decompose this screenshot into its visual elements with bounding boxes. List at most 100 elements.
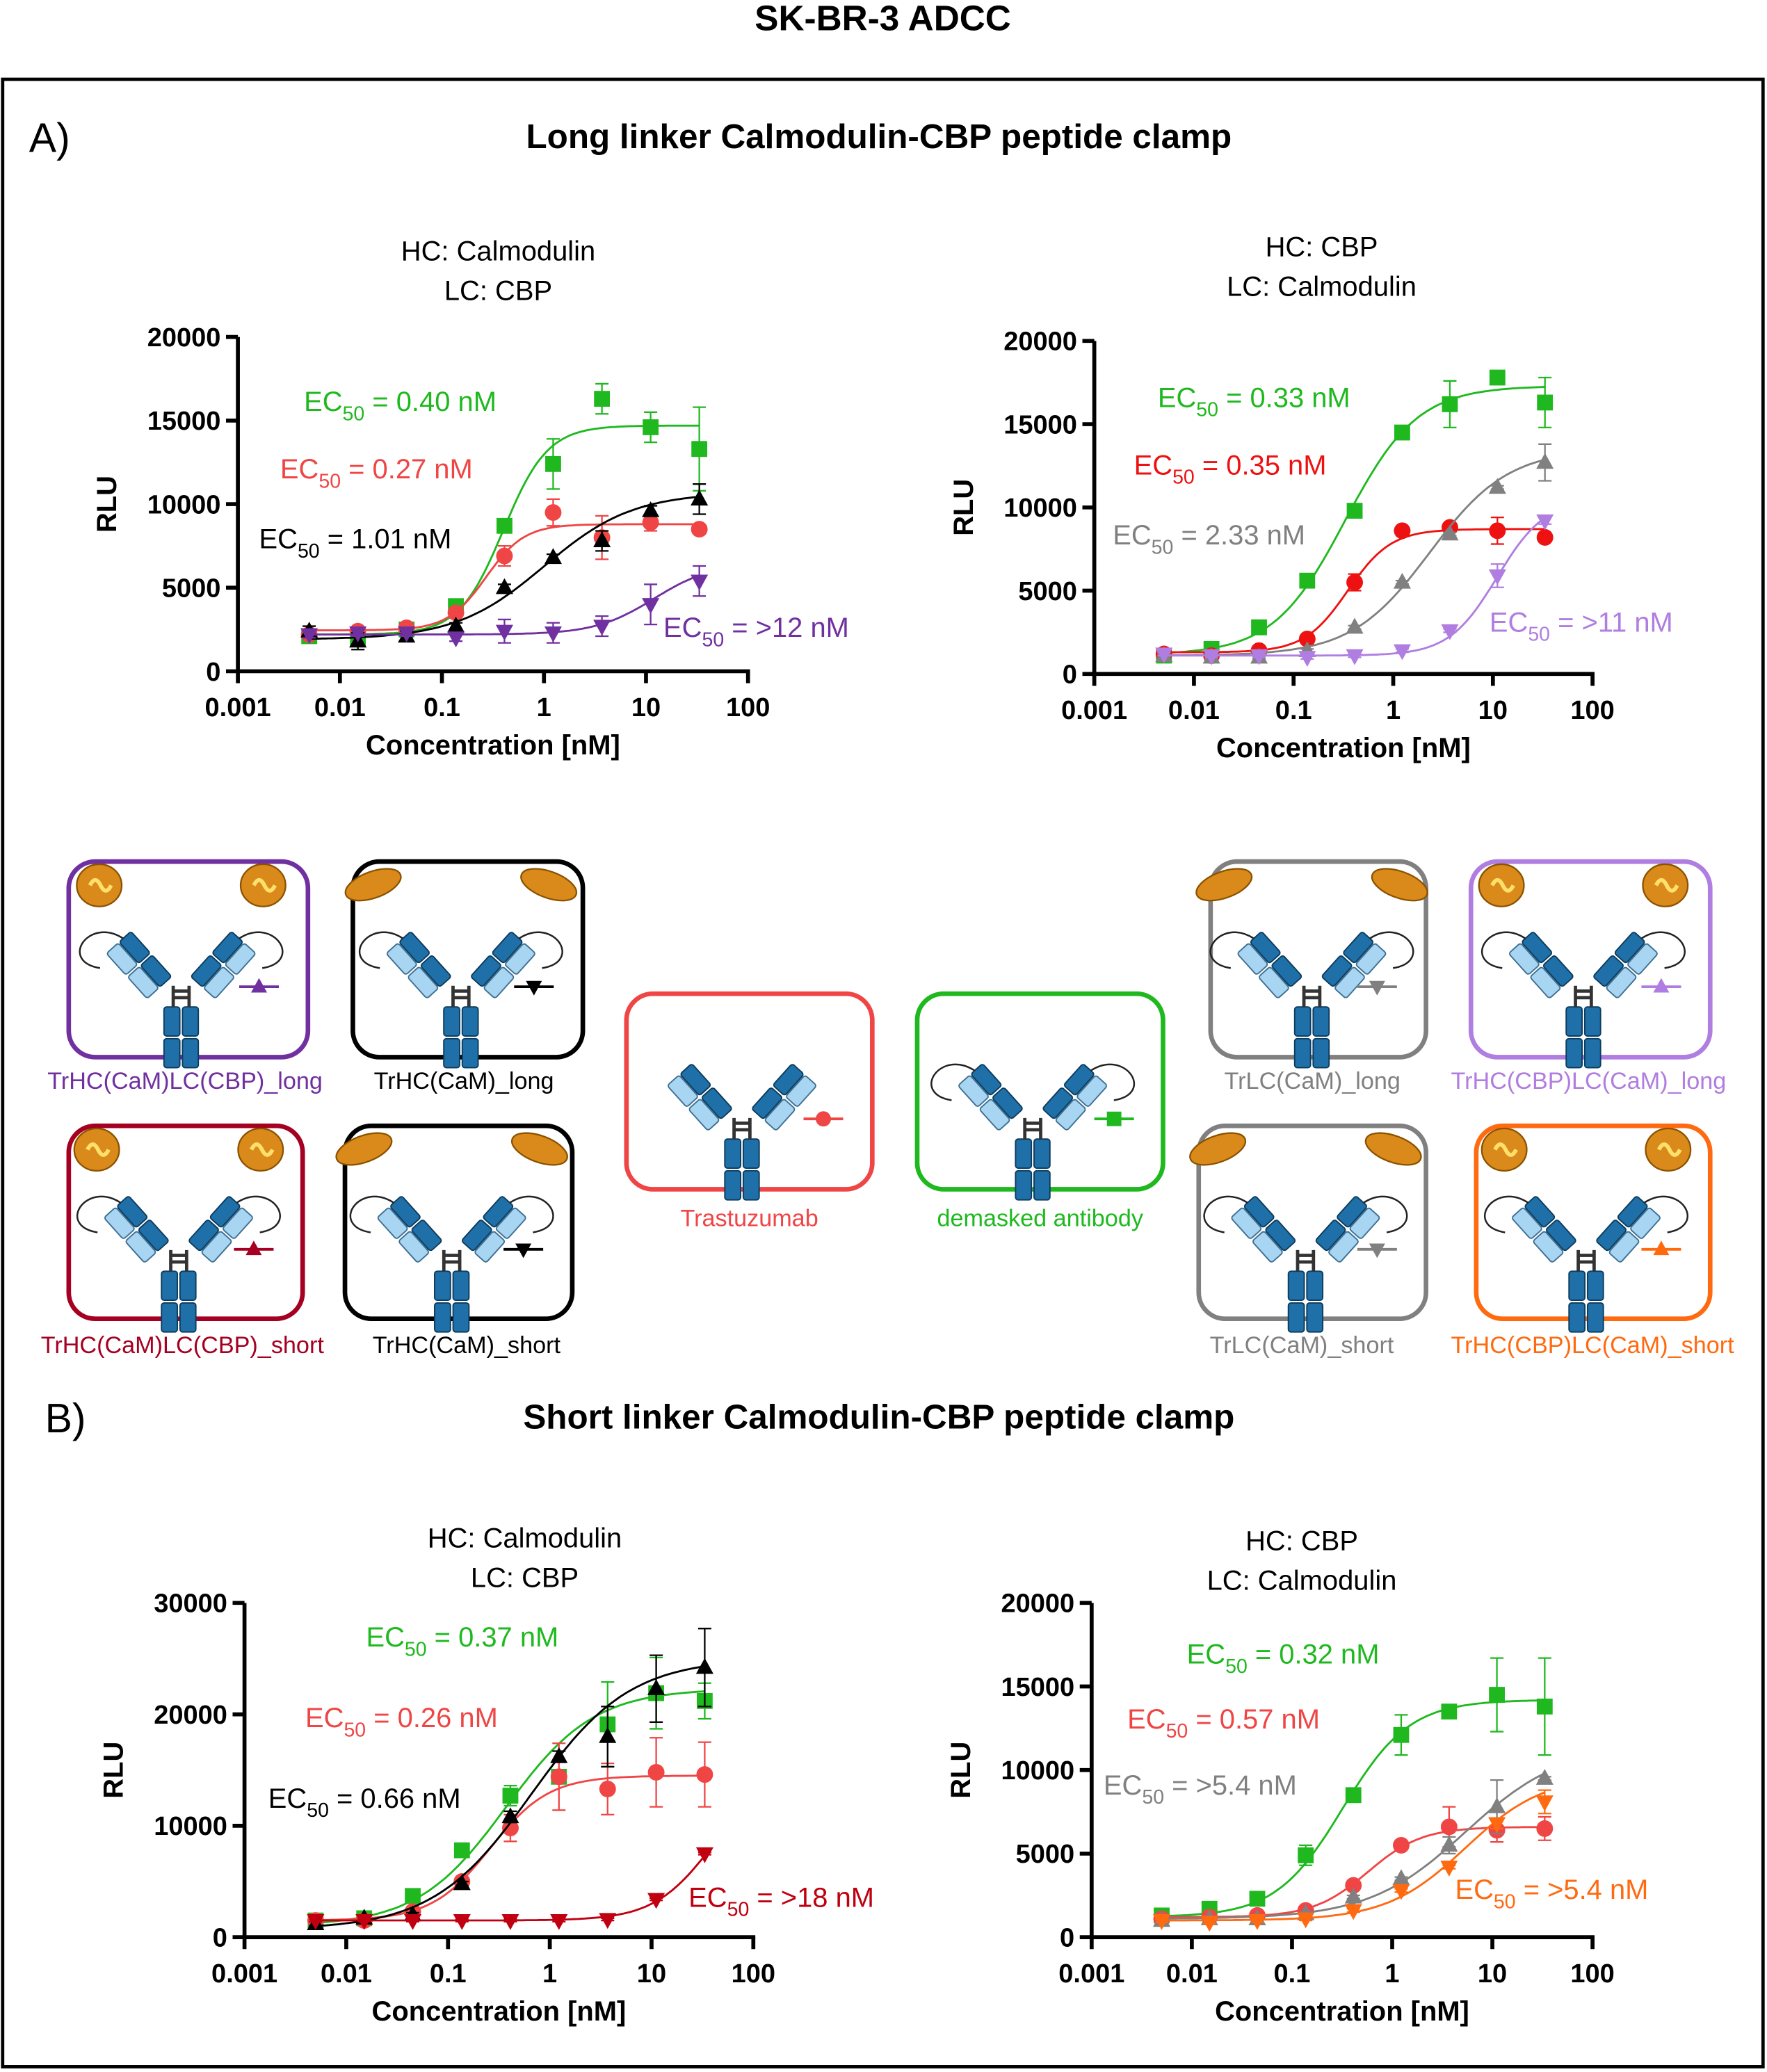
cbp-peptide-icon: [249, 1142, 275, 1157]
fc-domain: [1306, 1270, 1324, 1302]
fc-domain: [1312, 1006, 1330, 1037]
y-axis-label: RLU: [946, 1742, 976, 1799]
heavy-chain-domain: [188, 1220, 219, 1252]
data-point: [495, 578, 513, 594]
heavy-chain-domain: [701, 1087, 732, 1119]
construct-TrHC(CaM)_long: TrHC(CaM)_long: [344, 859, 586, 1094]
heavy-chain-domain: [1593, 955, 1624, 987]
antibody-icon: [668, 1064, 816, 1201]
heavy-chain-domain: [1337, 1196, 1367, 1228]
heavy-chain-domain: [992, 1087, 1023, 1119]
data-point: [593, 620, 611, 636]
ec50-subscript: 50: [1528, 624, 1550, 646]
construct-legend: TrHC(CaM)LC(CBP)_long TrHC(CaM)_long TrHC(…: [41, 859, 1734, 1359]
heavy-chain-domain: [399, 932, 430, 964]
ec50-label: EC50 = 1.01 nM: [259, 524, 452, 562]
fab-arm: [462, 1195, 554, 1263]
data-point: [642, 598, 660, 614]
light-chain-domain: [1349, 1207, 1380, 1239]
chart-subtitle: LC: CBP: [444, 275, 552, 306]
fab-arm: [1209, 931, 1302, 998]
data-point: [496, 547, 513, 565]
y-tick-label: 0: [1060, 1923, 1074, 1952]
calmodulin-icon: [1189, 1132, 1247, 1166]
cbp-peptide-icon: [88, 877, 113, 893]
ec50-label: EC50 = 0.27 nM: [280, 454, 473, 492]
figure-frame: [1, 77, 1765, 2069]
cbp-peptide-icon: [1654, 877, 1679, 893]
data-point: [1442, 396, 1458, 412]
fc-domain: [724, 1138, 742, 1169]
data-point: [447, 604, 465, 622]
data-point: [1536, 528, 1554, 546]
fab-arm: [1315, 1195, 1408, 1263]
ec50-prefix: EC: [1187, 1640, 1225, 1670]
data-point: [1488, 478, 1506, 494]
data-point: [1346, 649, 1364, 665]
antibody-icon: [1480, 1127, 1692, 1333]
fc-domain: [742, 1169, 760, 1201]
heavy-chain-domain: [1617, 1196, 1648, 1228]
antibody-icon: [335, 1132, 568, 1333]
fab-arm: [752, 1064, 816, 1131]
y-tick-label: 10000: [154, 1812, 227, 1841]
y-tick-label: 20000: [1003, 327, 1077, 357]
data-point: [1248, 1913, 1266, 1930]
fc-domain: [742, 1138, 760, 1169]
data-point: [1297, 1912, 1315, 1929]
ec50-prefix: EC: [1455, 1875, 1493, 1905]
heavy-chain-domain: [138, 1220, 169, 1252]
linker: [1209, 931, 1254, 969]
x-axis-label: Concentration [nM]: [366, 730, 620, 761]
ec50-label: EC50 = >5.4 nM: [1104, 1770, 1297, 1808]
hinge: [169, 1249, 188, 1272]
data-point: [1392, 1884, 1410, 1900]
y-axis-label: RLU: [92, 476, 122, 533]
hinge: [1574, 985, 1593, 1007]
heavy-chain-domain: [462, 1220, 492, 1252]
ec50-prefix: EC: [1134, 450, 1172, 480]
light-chain-domain: [408, 966, 439, 998]
fc-domain: [452, 1302, 470, 1333]
y-tick-label: 15000: [1003, 410, 1077, 439]
fc-domain: [179, 1302, 197, 1333]
data-point: [403, 1913, 422, 1930]
data-point: [1344, 1904, 1362, 1920]
ec50-label: EC50 = 0.40 nM: [304, 387, 497, 425]
linker: [1363, 1195, 1408, 1233]
light-chain-domain: [1252, 1231, 1283, 1263]
ec50-value: = 1.01 nM: [320, 524, 452, 555]
ec50-value: = >5.4 nM: [1164, 1770, 1297, 1801]
data-point: [300, 628, 318, 645]
linker: [518, 931, 563, 969]
fc-domain: [1033, 1169, 1051, 1201]
ec50-value: = 0.40 nM: [364, 387, 497, 417]
heavy-chain-domain: [773, 1064, 804, 1096]
linker: [236, 1195, 281, 1233]
fab-arm: [79, 931, 172, 998]
ec50-prefix: EC: [1127, 1704, 1165, 1735]
fc-domain: [1565, 1006, 1583, 1037]
construct-TrHC(CaM)_short: TrHC(CaM)_short: [335, 1123, 575, 1359]
x-tick-label: 100: [732, 1959, 775, 1989]
series-TrHC(CaM)LC(CBP)_long: EC50 = >12 nM: [300, 565, 849, 651]
data-point: [502, 1788, 519, 1804]
data-point: [1536, 514, 1554, 531]
x-axis-label: Concentration [nM]: [372, 1996, 627, 2027]
panel-a-title: Long linker Calmodulin-CBP peptide clamp: [526, 118, 1232, 156]
fab-arm: [930, 1063, 1023, 1131]
ec50-subscript: 50: [1152, 536, 1174, 558]
legend-marker: [1653, 978, 1670, 993]
x-tick-label: 0.01: [314, 693, 366, 722]
legend-marker: [251, 978, 268, 993]
data-point: [550, 1747, 568, 1763]
data-point: [1394, 522, 1411, 540]
cbp-peptide-icon: [1490, 877, 1515, 893]
data-point: [1536, 1820, 1554, 1837]
x-tick-label: 10: [1478, 1959, 1507, 1989]
fc-domain: [1287, 1270, 1305, 1302]
data-point: [695, 1847, 713, 1863]
fab-arm: [349, 1195, 442, 1263]
fab-arm: [1321, 931, 1414, 998]
